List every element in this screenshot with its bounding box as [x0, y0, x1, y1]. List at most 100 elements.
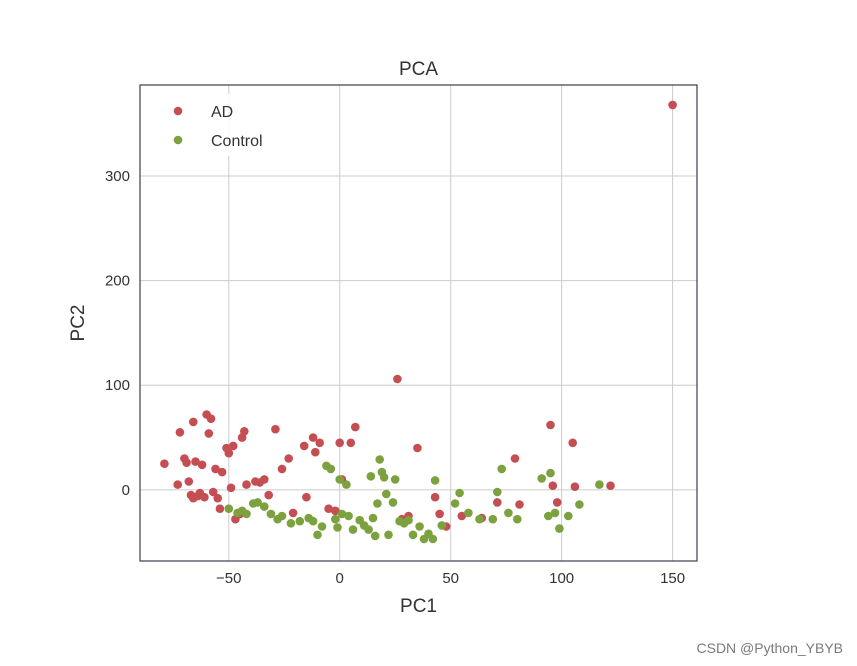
ad-point	[299, 441, 309, 451]
control-point	[266, 509, 276, 519]
control-point	[537, 474, 546, 483]
control-point	[286, 519, 296, 528]
ad-point	[430, 492, 440, 502]
ad-point	[302, 492, 311, 502]
ad-point	[277, 464, 287, 474]
control-point	[497, 464, 507, 474]
ad-point	[346, 438, 356, 448]
control-point	[335, 475, 345, 484]
ad-point	[457, 511, 467, 521]
ad-point	[184, 477, 194, 486]
plot-area	[140, 85, 697, 561]
control-point	[333, 523, 342, 532]
watermark-text: CSDN @Python_YBYB	[696, 640, 844, 656]
ad-point	[331, 506, 340, 516]
legend: AD Control	[149, 94, 281, 156]
control-point	[595, 480, 604, 489]
control-point	[415, 522, 424, 531]
control-point	[450, 499, 460, 508]
legend-marker-control	[173, 135, 183, 145]
ad-point	[570, 482, 580, 492]
y-tick-label: 0	[122, 482, 130, 499]
ad-point	[242, 480, 251, 489]
control-point	[504, 508, 513, 518]
control-point	[337, 509, 347, 519]
y-axis-label: PC2	[68, 305, 89, 342]
ad-point	[217, 467, 227, 477]
control-point	[408, 530, 418, 540]
ad-point	[197, 460, 207, 470]
control-point	[404, 515, 413, 525]
control-point	[242, 509, 251, 519]
ad-point	[224, 448, 234, 458]
ad-point	[413, 443, 422, 453]
plot-frame	[139, 84, 698, 562]
ad-point	[546, 420, 555, 430]
ad-point	[548, 481, 558, 491]
control-point	[464, 508, 473, 518]
control-point	[348, 525, 358, 534]
control-point	[488, 514, 498, 524]
legend-label-control: Control	[211, 133, 263, 150]
control-point	[475, 514, 484, 524]
ad-point	[189, 417, 198, 427]
x-tick-label: 50	[442, 570, 459, 587]
ad-point	[308, 433, 318, 442]
ad-point	[260, 475, 269, 484]
control-point	[313, 530, 322, 540]
ad-point	[173, 480, 182, 489]
control-point	[546, 468, 555, 478]
x-tick-label: 150	[660, 570, 685, 587]
ad-point	[211, 464, 220, 474]
ad-point	[215, 504, 225, 513]
ad-point	[435, 509, 444, 519]
y-tick-label: 200	[105, 273, 130, 290]
control-point	[295, 516, 305, 526]
grid-lines	[140, 85, 697, 561]
control-point	[437, 521, 447, 530]
control-point	[379, 473, 389, 482]
control-point	[253, 498, 262, 507]
legend-box	[149, 94, 281, 156]
ad-point	[182, 458, 191, 468]
ad-point	[160, 459, 169, 469]
control-point	[308, 516, 318, 526]
ad-point	[264, 490, 274, 500]
control-point	[382, 489, 391, 499]
x-tick-label: 100	[549, 570, 574, 587]
ad-point	[288, 508, 298, 518]
y-tick-label: 300	[105, 168, 130, 185]
control-point	[390, 475, 400, 484]
x-tick-label: 0	[336, 570, 344, 587]
control-point	[366, 472, 376, 481]
control-point	[384, 530, 393, 540]
control-point	[364, 525, 373, 534]
ad-point	[606, 481, 615, 491]
control-point	[370, 531, 380, 541]
control-point	[455, 488, 464, 498]
control-point	[375, 455, 385, 464]
legend-marker-ad	[173, 106, 183, 116]
ad-point	[204, 429, 214, 438]
ad-point	[226, 483, 236, 493]
ad-point	[393, 374, 402, 384]
control-point	[317, 522, 327, 531]
ad-point	[568, 438, 577, 448]
control-point	[342, 480, 351, 489]
data-points	[160, 100, 677, 544]
ad-point	[213, 493, 222, 503]
ad-point	[552, 498, 562, 507]
ad-point	[493, 498, 502, 507]
control-point	[344, 511, 353, 521]
control-point	[493, 487, 502, 497]
y-tick-labels: 0 100 200 300	[105, 168, 130, 499]
control-point	[430, 476, 440, 485]
control-point	[326, 464, 336, 474]
control-point	[513, 514, 522, 524]
ad-point	[351, 422, 360, 432]
control-point	[550, 508, 560, 518]
ad-point	[335, 438, 345, 448]
control-point	[224, 504, 234, 513]
legend-label-ad: AD	[211, 104, 233, 121]
